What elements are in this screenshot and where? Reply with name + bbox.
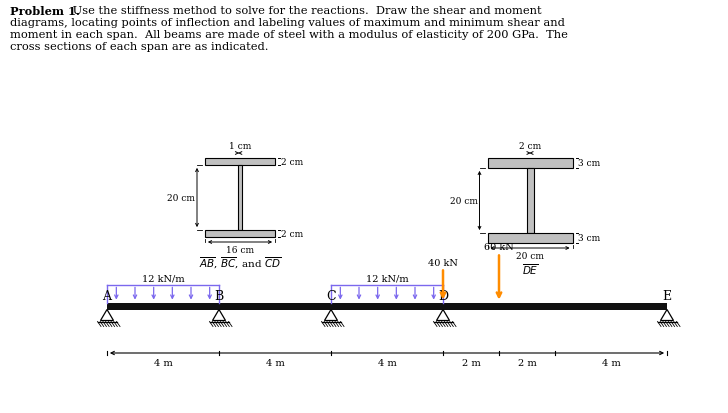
Text: A: A [103, 289, 111, 302]
Text: 4 m: 4 m [601, 358, 620, 367]
Text: 12 kN/m: 12 kN/m [365, 274, 408, 283]
Text: 60 kN: 60 kN [484, 243, 514, 252]
Text: 12 kN/m: 12 kN/m [142, 274, 184, 283]
Text: $\overline{DE}$: $\overline{DE}$ [522, 261, 538, 276]
Bar [238, 166, 242, 230]
Text: D: D [438, 289, 448, 302]
Text: 4 m: 4 m [266, 358, 285, 367]
Bar [526, 169, 534, 233]
Bar [205, 159, 275, 166]
Text: diagrams, locating points of inflection and labeling values of maximum and minim: diagrams, locating points of inflection … [10, 18, 565, 28]
Text: Problem 1.: Problem 1. [10, 6, 80, 17]
Text: 20 cm: 20 cm [516, 252, 544, 260]
Polygon shape [325, 310, 338, 321]
Text: 20 cm: 20 cm [449, 197, 478, 206]
Bar [107, 303, 667, 310]
Text: 4 m: 4 m [154, 358, 173, 367]
Polygon shape [100, 310, 114, 321]
Text: 16 cm: 16 cm [226, 245, 254, 254]
Text: E: E [662, 289, 671, 302]
Polygon shape [660, 310, 673, 321]
Bar [488, 159, 572, 169]
Text: 3 cm: 3 cm [579, 159, 601, 168]
Text: 4 m: 4 m [378, 358, 396, 367]
Polygon shape [437, 310, 449, 321]
Text: Use the stiffness method to solve for the reactions.  Draw the shear and moment: Use the stiffness method to solve for th… [69, 6, 542, 16]
Text: 1 cm: 1 cm [229, 142, 251, 151]
Text: 2 cm: 2 cm [281, 230, 304, 238]
Text: cross sections of each span are as indicated.: cross sections of each span are as indic… [10, 42, 269, 52]
Text: 3 cm: 3 cm [579, 234, 601, 243]
Text: moment in each span.  All beams are made of steel with a modulus of elasticity o: moment in each span. All beams are made … [10, 30, 568, 40]
Text: B: B [214, 289, 223, 302]
Text: C: C [326, 289, 336, 302]
Text: 2 cm: 2 cm [519, 142, 541, 151]
Text: 20 cm: 20 cm [167, 194, 195, 202]
Text: 2 m: 2 m [462, 358, 480, 367]
Text: 2 m: 2 m [518, 358, 537, 367]
Text: $\overline{AB}$, $\overline{BC}$, and $\overline{CD}$: $\overline{AB}$, $\overline{BC}$, and $\… [199, 255, 281, 271]
Polygon shape [213, 310, 226, 321]
Bar [488, 233, 572, 243]
Text: 2 cm: 2 cm [281, 158, 304, 166]
Text: 40 kN: 40 kN [428, 258, 458, 267]
Bar [205, 230, 275, 237]
